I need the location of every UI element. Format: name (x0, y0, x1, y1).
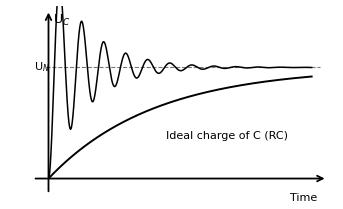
Text: Time: Time (290, 193, 317, 203)
Text: U$_C$: U$_C$ (53, 13, 71, 28)
Text: Ideal charge of C (RC): Ideal charge of C (RC) (166, 131, 288, 141)
Text: U$_N$: U$_N$ (34, 60, 50, 74)
